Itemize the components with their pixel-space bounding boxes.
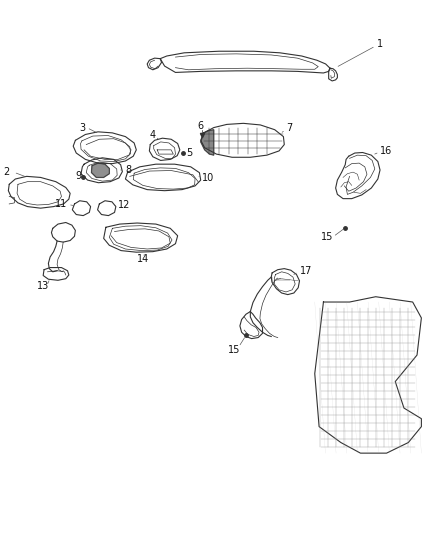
Text: 14: 14 [137, 254, 149, 263]
Text: 15: 15 [228, 345, 240, 356]
Text: 4: 4 [149, 130, 155, 140]
Text: 17: 17 [300, 266, 312, 276]
Text: 11: 11 [54, 199, 67, 209]
Text: 2: 2 [4, 167, 10, 177]
Text: 12: 12 [118, 200, 131, 210]
Text: 8: 8 [125, 165, 131, 175]
Polygon shape [92, 163, 110, 177]
Text: 15: 15 [321, 232, 334, 243]
Text: 3: 3 [79, 123, 85, 133]
Text: 16: 16 [380, 146, 392, 156]
Polygon shape [201, 130, 214, 155]
Text: 10: 10 [201, 173, 214, 183]
Text: 13: 13 [37, 281, 49, 291]
Text: 9: 9 [75, 172, 81, 181]
Text: 1: 1 [377, 39, 383, 49]
Text: 7: 7 [286, 123, 292, 133]
Text: 6: 6 [197, 121, 203, 131]
Text: 5: 5 [186, 148, 193, 158]
